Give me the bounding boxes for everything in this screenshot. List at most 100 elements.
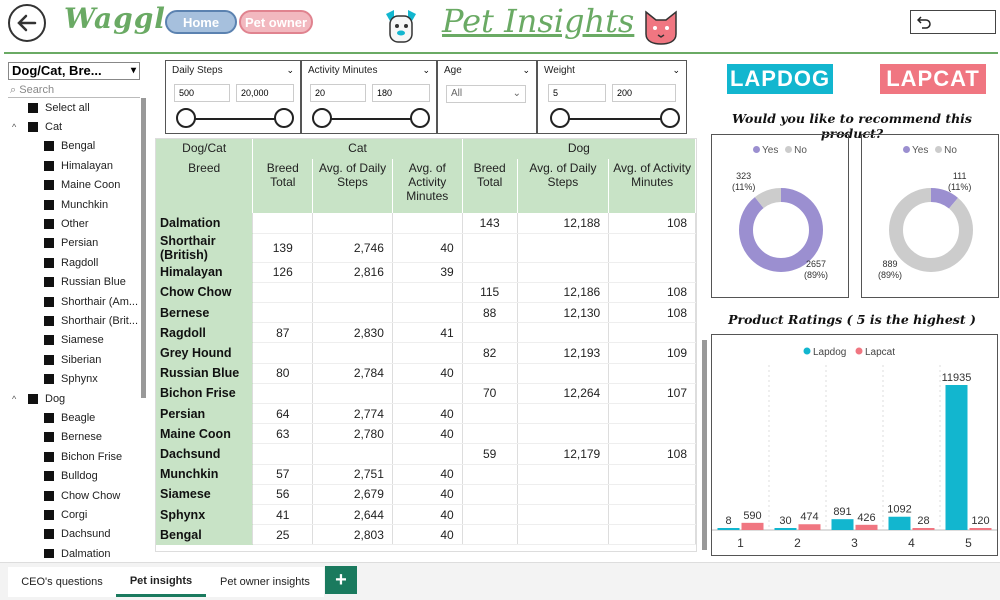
- weight-max-input[interactable]: 200: [612, 84, 676, 102]
- checkbox[interactable]: [44, 529, 54, 540]
- daily-steps-max-input[interactable]: 20,000: [236, 84, 294, 102]
- table-row[interactable]: Dalmation 143 12,188 108: [156, 213, 696, 234]
- checkbox[interactable]: [44, 238, 54, 249]
- checkbox[interactable]: [44, 354, 54, 365]
- table-row[interactable]: Persian 64 2,774 40: [156, 403, 696, 425]
- activity-minutes-min-input[interactable]: 20: [310, 84, 366, 102]
- checkbox[interactable]: [44, 451, 54, 462]
- select-all-option[interactable]: Select all: [8, 98, 148, 117]
- tree-item-cat[interactable]: Other: [8, 214, 148, 233]
- tree-item-cat[interactable]: Munchkin: [8, 195, 148, 214]
- tree-item-cat[interactable]: Russian Blue: [8, 273, 148, 292]
- checkbox[interactable]: [44, 199, 54, 210]
- checkbox[interactable]: [44, 219, 54, 230]
- breed-dropdown[interactable]: Dog/Cat, Bre... ▾: [8, 62, 140, 80]
- chevron-down-icon[interactable]: ⌄: [522, 65, 530, 75]
- weight-max-handle[interactable]: [660, 108, 680, 128]
- checkbox[interactable]: [44, 315, 54, 326]
- checkbox[interactable]: [44, 296, 54, 307]
- checkbox[interactable]: [44, 374, 54, 385]
- tree-group-cat[interactable]: ^ Cat: [8, 117, 148, 136]
- checkbox[interactable]: [44, 335, 54, 346]
- daily-steps-min-input[interactable]: 500: [174, 84, 230, 102]
- weight-min-handle[interactable]: [550, 108, 570, 128]
- value-cell: [392, 302, 463, 324]
- table-row[interactable]: Siamese 56 2,679 40: [156, 484, 696, 505]
- table-scrollbar[interactable]: [702, 340, 707, 550]
- tree-item-cat[interactable]: Ragdoll: [8, 253, 148, 272]
- activity-minutes-max-input[interactable]: 180: [372, 84, 430, 102]
- checkbox[interactable]: [28, 393, 38, 404]
- checkbox[interactable]: [44, 432, 54, 443]
- chevron-down-icon[interactable]: ⌄: [422, 65, 430, 75]
- activity-minutes-max-handle[interactable]: [410, 108, 430, 128]
- tree-item-dog[interactable]: Corgi: [8, 505, 148, 524]
- tree-item-dog[interactable]: Bernese: [8, 428, 148, 447]
- table-row[interactable]: Shorthair (British) 139 2,746 40: [156, 233, 696, 263]
- checkbox[interactable]: [44, 180, 54, 191]
- table-row[interactable]: Russian Blue 80 2,784 40: [156, 363, 696, 384]
- daily-steps-max-handle[interactable]: [274, 108, 294, 128]
- checkbox[interactable]: [44, 257, 54, 268]
- tree-item-cat[interactable]: Bengal: [8, 137, 148, 156]
- daily-steps-min-handle[interactable]: [176, 108, 196, 128]
- tree-item-dog[interactable]: Bulldog: [8, 466, 148, 485]
- add-page-button[interactable]: +: [325, 566, 357, 594]
- tree-item-dog[interactable]: Dachsund: [8, 525, 148, 544]
- table-row[interactable]: Bernese 88 12,130 108: [156, 302, 696, 324]
- tree-group-dog[interactable]: ^ Dog: [8, 389, 148, 408]
- tab-pet-owner-insights[interactable]: Pet owner insights: [206, 567, 324, 597]
- table-row[interactable]: Dachsund 59 12,179 108: [156, 443, 696, 465]
- checkbox[interactable]: [28, 122, 38, 133]
- checkbox[interactable]: [44, 471, 54, 482]
- collapse-icon[interactable]: ^: [12, 122, 17, 133]
- tree-item-cat[interactable]: Maine Coon: [8, 176, 148, 195]
- weight-min-input[interactable]: 5: [548, 84, 606, 102]
- checkbox[interactable]: [44, 509, 54, 520]
- tree-item-cat[interactable]: Persian: [8, 234, 148, 253]
- checkbox[interactable]: [44, 548, 54, 558]
- tree-item-dog[interactable]: Bichon Frise: [8, 447, 148, 466]
- table-row[interactable]: Himalayan 126 2,816 39: [156, 262, 696, 283]
- checkbox[interactable]: [44, 490, 54, 501]
- chevron-down-icon[interactable]: ⌄: [672, 65, 680, 75]
- tree-item-cat[interactable]: Shorthair (Am...: [8, 292, 148, 311]
- tab-pet-insights[interactable]: Pet insights: [116, 567, 206, 597]
- checkbox[interactable]: [44, 412, 54, 423]
- tree-item-cat[interactable]: Siamese: [8, 331, 148, 350]
- table-row[interactable]: Maine Coon 63 2,780 40: [156, 423, 696, 445]
- table-row[interactable]: Chow Chow 115 12,186 108: [156, 282, 696, 304]
- reset-button[interactable]: [910, 10, 996, 34]
- tree-item-dog[interactable]: Dalmation: [8, 544, 148, 558]
- checkbox[interactable]: [44, 141, 54, 152]
- weight-slider-track[interactable]: [558, 118, 670, 120]
- chevron-down-icon[interactable]: ⌄: [286, 65, 294, 75]
- activity-minutes-min-handle[interactable]: [312, 108, 332, 128]
- table-row[interactable]: Bichon Frise 70 12,264 107: [156, 383, 696, 405]
- collapse-icon[interactable]: ^: [12, 393, 17, 404]
- tree-item-cat[interactable]: Himalayan: [8, 156, 148, 175]
- checkbox[interactable]: [44, 160, 54, 171]
- weight-label: Weight: [544, 65, 575, 76]
- table-row[interactable]: Munchkin 57 2,751 40: [156, 464, 696, 485]
- daily-steps-slider-track[interactable]: [184, 118, 284, 120]
- pet-owner-button[interactable]: Pet owner: [239, 10, 313, 34]
- tree-item-dog[interactable]: Beagle: [8, 408, 148, 427]
- table-row[interactable]: Ragdoll 87 2,830 41: [156, 322, 696, 344]
- tab-ceo-questions[interactable]: CEO's questions: [8, 567, 116, 597]
- table-row[interactable]: Bengal 25 2,803 40: [156, 524, 696, 546]
- table-row[interactable]: Sphynx 41 2,644 40: [156, 504, 696, 526]
- age-dropdown[interactable]: All ⌄: [446, 85, 526, 103]
- home-button[interactable]: Home: [165, 10, 237, 34]
- activity-minutes-slider-track[interactable]: [320, 118, 420, 120]
- tree-item-cat[interactable]: Shorthair (Brit...: [8, 311, 148, 330]
- tree-item-cat[interactable]: Sphynx: [8, 369, 148, 388]
- slicer-search-input[interactable]: ⌕ Search: [8, 82, 140, 98]
- slicer-scrollbar[interactable]: [141, 98, 146, 398]
- back-button[interactable]: [8, 4, 46, 42]
- tree-item-dog[interactable]: Chow Chow: [8, 486, 148, 505]
- tree-item-cat[interactable]: Siberian: [8, 350, 148, 369]
- checkbox[interactable]: [44, 277, 54, 288]
- table-row[interactable]: Grey Hound 82 12,193 109: [156, 342, 696, 364]
- checkbox[interactable]: [28, 102, 38, 113]
